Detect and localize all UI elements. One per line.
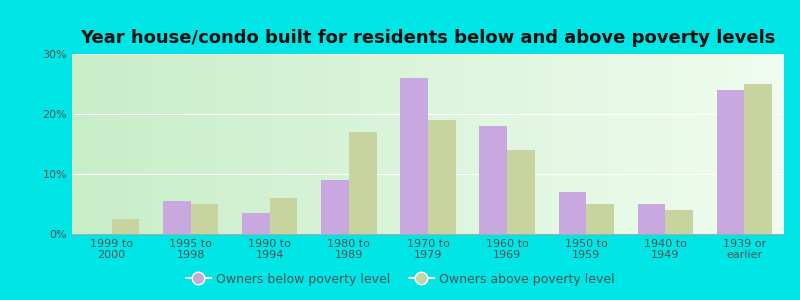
Bar [638, 204, 666, 234]
Bar [349, 132, 377, 234]
Bar [270, 198, 298, 234]
Bar [242, 213, 270, 234]
Bar [479, 126, 507, 234]
Legend: Owners below poverty level, Owners above poverty level: Owners below poverty level, Owners above… [181, 268, 619, 291]
Bar [190, 204, 218, 234]
Bar [428, 120, 456, 234]
Bar [666, 210, 693, 234]
Bar [717, 90, 745, 234]
Bar [558, 192, 586, 234]
Bar [163, 201, 190, 234]
Bar [400, 78, 428, 234]
Bar [321, 180, 349, 234]
Bar [586, 204, 614, 234]
Bar [507, 150, 534, 234]
Bar [745, 84, 772, 234]
Bar [111, 219, 139, 234]
Title: Year house/condo built for residents below and above poverty levels: Year house/condo built for residents bel… [80, 29, 776, 47]
